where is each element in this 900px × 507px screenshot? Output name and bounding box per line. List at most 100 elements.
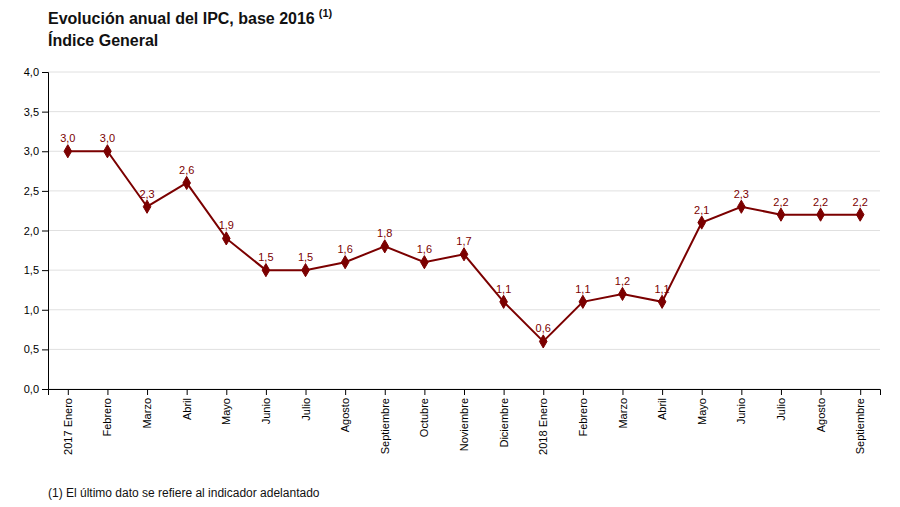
x-tick: Octubre [418, 389, 430, 437]
marker [579, 295, 587, 308]
grid-line [48, 111, 880, 112]
x-tick-label: Junio [260, 398, 272, 424]
marker [222, 232, 230, 245]
data-label: 1,1 [654, 283, 669, 295]
x-tick-label: Abril [181, 398, 193, 420]
y-tick: 2,0 [24, 225, 48, 237]
x-tick-label: Julio [775, 398, 787, 421]
x-axis-line [49, 390, 881, 396]
x-tick-label: Mayo [220, 398, 232, 425]
y-axis-line [42, 73, 49, 390]
x-tick-label: Febrero [577, 398, 589, 437]
x-tick: 2017 Enero [62, 389, 74, 455]
x-tick-label: Mayo [696, 398, 708, 425]
x-tick-mark [306, 389, 307, 395]
x-tick: Marzo [616, 389, 628, 429]
x-tick-mark [385, 389, 386, 395]
y-tick: 1,5 [24, 264, 48, 276]
x-tick-label: Junio [735, 398, 747, 424]
x-tick: Diciembre [498, 389, 510, 448]
y-tick-label: 0,5 [24, 343, 39, 355]
x-tick: Junio [260, 389, 272, 424]
y-tick-label: 1,0 [24, 304, 39, 316]
data-label: 1,6 [337, 243, 352, 255]
marker [381, 240, 389, 253]
y-tick-mark [42, 112, 48, 113]
x-tick: Febrero [577, 389, 589, 437]
x-axis: 2017 Enero Febrero Marzo Abril Mayo Junio Juli… [49, 389, 881, 455]
data-label: 1,9 [219, 219, 234, 231]
x-tick-mark [68, 389, 69, 395]
marker [856, 208, 864, 221]
x-tick: Mayo [220, 389, 232, 425]
plot: 0,0 0,5 1,0 1,5 2,0 2,5 3,0 3,5 4,0 2017 Enero Feb… [24, 66, 881, 455]
marker [500, 295, 508, 308]
data-label: 0,6 [536, 322, 551, 334]
y-tick-label: 2,5 [24, 185, 39, 197]
data-label: 2,2 [773, 196, 788, 208]
y-tick-mark [42, 151, 48, 152]
x-tick: Mayo [696, 389, 708, 425]
chart: Evolución anual del IPC, base 2016 (1) Índ… [0, 0, 900, 507]
x-tick-mark [662, 389, 663, 395]
x-tick-label: Marzo [141, 398, 153, 429]
data-label: 1,5 [298, 251, 313, 263]
marker [341, 256, 349, 269]
x-tick-label: Octubre [418, 398, 430, 437]
data-label: 1,6 [417, 243, 432, 255]
x-tick-mark [741, 389, 742, 395]
x-tick: Noviembre [458, 389, 470, 451]
x-tick: Abril [181, 389, 193, 420]
x-tick-mark [107, 389, 108, 395]
x-tick: Marzo [141, 389, 153, 429]
y-tick-label: 3,0 [24, 145, 39, 157]
data-label: 1,8 [377, 227, 392, 239]
x-tick: Abril [656, 389, 668, 420]
footnote: (1) El último dato se refiere al indicad… [48, 486, 320, 500]
y-tick-label: 0,0 [24, 383, 39, 395]
data-label: 3,0 [100, 132, 115, 144]
x-tick-label: Septiembre [854, 398, 866, 454]
x-tick-label: Marzo [616, 398, 628, 429]
title: Evolución anual del IPC, base 2016 [48, 10, 315, 27]
marker [183, 176, 191, 189]
y-tick-label: 2,0 [24, 225, 39, 237]
title-superscript: (1) [319, 7, 333, 19]
x-tick: Julio [300, 389, 312, 421]
x-tick-mark [266, 389, 267, 395]
y-tick: 3,0 [24, 145, 48, 157]
y-tick-mark [42, 191, 48, 192]
x-tick-mark [226, 389, 227, 395]
y-tick-label: 3,5 [24, 106, 39, 118]
grid-line [48, 230, 880, 231]
x-tick-label: Febrero [101, 398, 113, 437]
grid-line [48, 72, 880, 73]
y-tick-label: 4,0 [24, 66, 39, 78]
y-tick-mark [42, 349, 48, 350]
x-tick: Agosto [815, 389, 827, 432]
y-tick-mark [42, 270, 48, 271]
data-label: 2,1 [694, 204, 709, 216]
x-tick: Junio [735, 389, 747, 424]
x-tick-label: 2017 Enero [62, 398, 74, 455]
data-label: 1,2 [615, 275, 630, 287]
x-tick-label: 2018 Enero [537, 398, 549, 455]
y-tick-mark [42, 72, 48, 73]
y-tick: 1,0 [24, 304, 48, 316]
x-tick-mark [860, 389, 861, 395]
x-tick-label: Agosto [339, 398, 351, 432]
y-tick: 0,0 [24, 383, 48, 395]
marker [698, 216, 706, 229]
grid [48, 72, 880, 389]
data-label: 2,2 [813, 196, 828, 208]
series [64, 145, 864, 348]
data-label: 3,0 [60, 132, 75, 144]
x-tick-label: Agosto [815, 398, 827, 432]
x-tick: Febrero [101, 389, 113, 437]
x-tick-mark [821, 389, 822, 395]
marker [64, 145, 72, 158]
subtitle: Índice General [48, 31, 158, 49]
y-tick: 2,5 [24, 185, 48, 197]
marker [262, 264, 270, 277]
x-tick-label: Abril [656, 398, 668, 420]
